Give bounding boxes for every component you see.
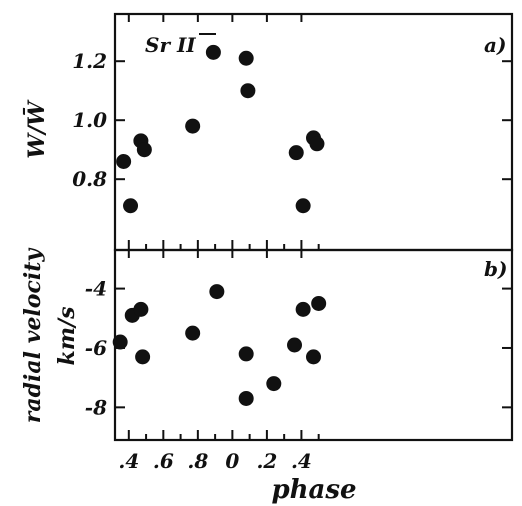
panel-b-data-point — [238, 346, 254, 362]
panel-b-data-point — [112, 334, 128, 350]
panel-a-data-point — [240, 83, 256, 99]
panel-a-label: a) — [484, 33, 506, 57]
chart-marks: 1.2 1.0 0.8 -4 -6 -8 .4 .6 .8 0 .2 .4 — [72, 14, 512, 473]
panel-a-data-point — [205, 44, 221, 60]
panel-b-data-point — [295, 301, 311, 317]
panel-a-data-point — [288, 145, 304, 161]
panel-b-data-point — [185, 325, 201, 341]
panel-b-data-point — [135, 349, 151, 365]
panel-a-annotation: Sr II — [145, 33, 196, 57]
panel-a-data-point — [116, 154, 132, 169]
panel-a-ylabel: W/W̄ — [22, 99, 50, 159]
x-tick-label: .4 — [291, 449, 312, 473]
panel-b-data-point — [238, 390, 254, 406]
x-tick-label: .4 — [118, 449, 139, 473]
panel-b-label: b) — [484, 257, 507, 281]
panel-a-ytick-label: 1.2 — [72, 49, 107, 73]
panel-a-ylabel-group: W/W̄ — [22, 99, 50, 159]
panel-b-data-point — [133, 301, 149, 317]
panel-b-data-point — [306, 349, 321, 365]
panel-b-frame — [113, 248, 514, 442]
panel-a-data-point — [136, 142, 152, 158]
panel-a-data-point — [238, 50, 254, 66]
panel-a-data-point — [185, 118, 201, 134]
x-tick-label: .6 — [153, 449, 174, 473]
x-axis-label: phase — [271, 475, 356, 505]
panel-a-data-point — [309, 136, 325, 152]
x-tick-label: .2 — [256, 449, 277, 473]
panel-b-ylabel-units: km/s — [54, 307, 80, 366]
panel-b-ytick-label: -6 — [85, 336, 107, 360]
x-tick-label: 0 — [225, 449, 239, 473]
panel-a-ytick-label: 1.0 — [72, 108, 107, 132]
x-tick-label: .8 — [187, 449, 208, 473]
panel-b-data-point — [209, 284, 225, 300]
panel-b-ytick-label: -4 — [85, 277, 107, 301]
panel-a-ytick-label: 0.8 — [72, 167, 107, 191]
panel-b-data-point — [287, 337, 303, 353]
panel-a-data-point — [295, 198, 311, 214]
panel-b-data-point — [266, 376, 282, 392]
panel-b-ylabel-group: radial velocity km/s — [20, 247, 80, 424]
panel-b-ytick-label: -8 — [85, 395, 107, 419]
panel-b-ylabel: radial velocity — [20, 247, 46, 424]
panel-a-data-point — [123, 198, 139, 214]
panel-b-data-point — [311, 295, 327, 311]
